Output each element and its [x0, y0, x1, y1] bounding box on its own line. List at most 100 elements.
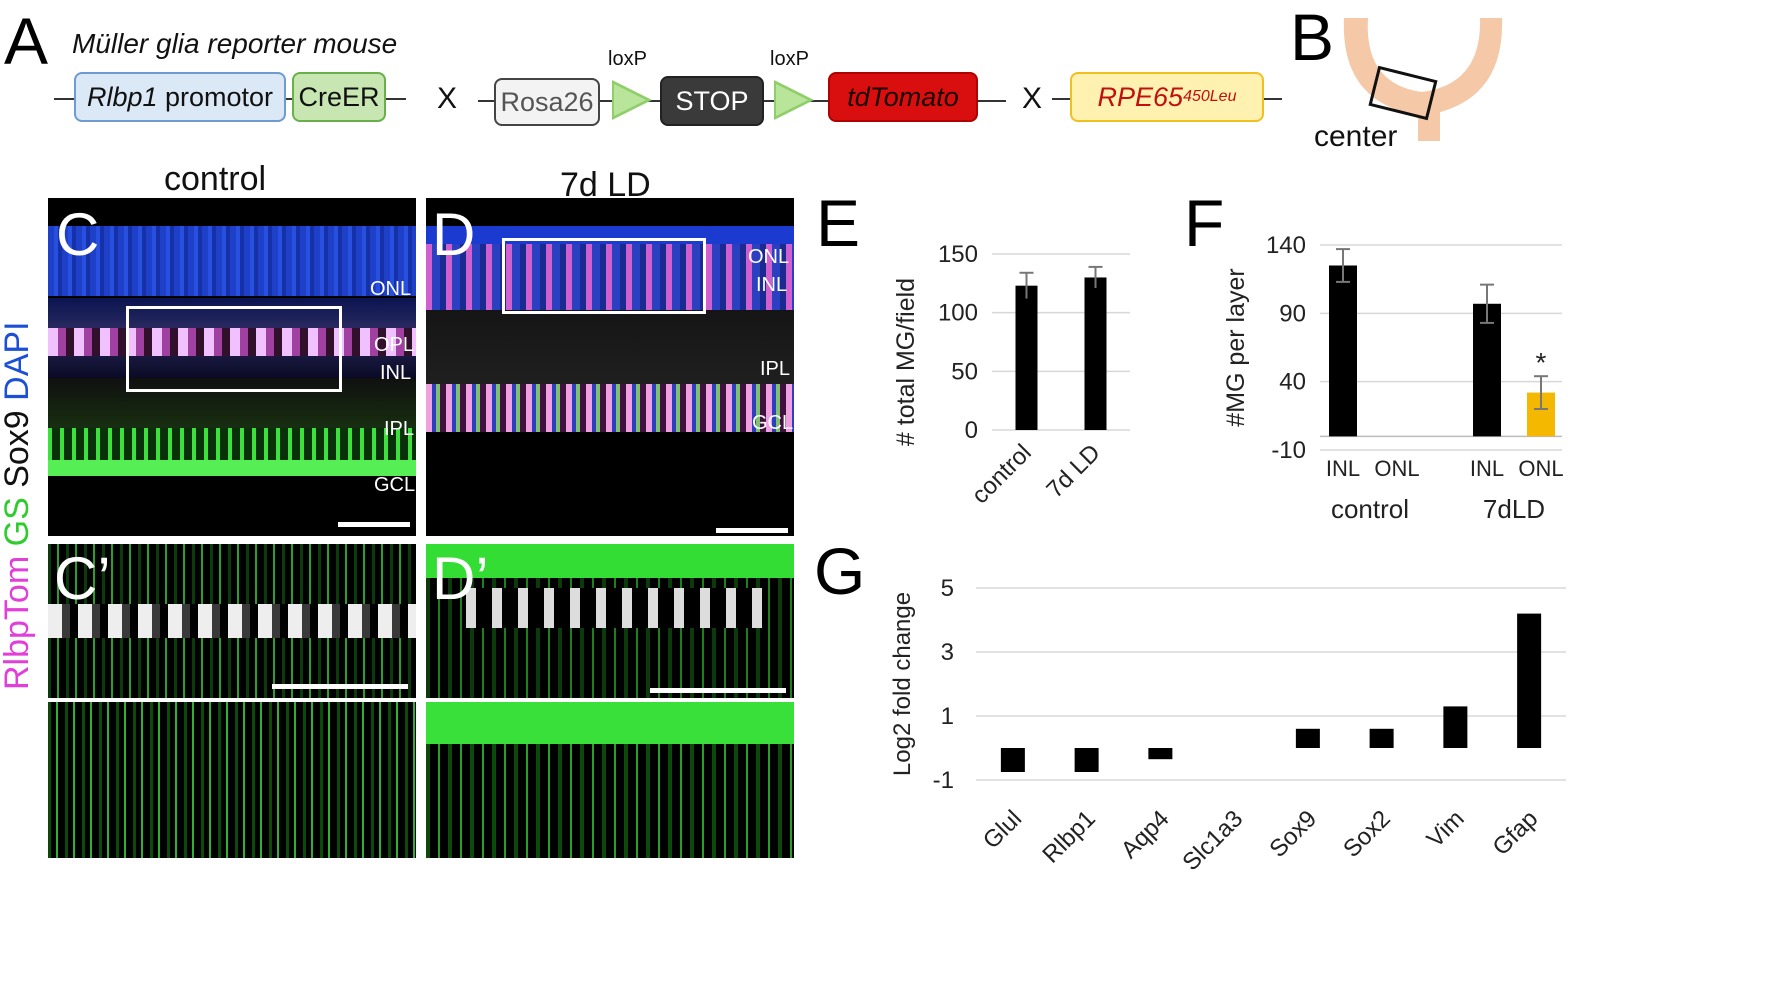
micrograph-d-prime-gs — [426, 702, 794, 858]
ytick-f-2: 90 — [1279, 300, 1306, 327]
panel-d-title: 7d LD — [560, 166, 651, 204]
stain-dapi: DAPI — [0, 321, 36, 401]
xtick-g-6: Vim — [1422, 805, 1470, 853]
stop-box: STOP — [660, 76, 764, 126]
ylabel-e: # total MG/field — [892, 278, 920, 446]
ytick-f-0: -10 — [1271, 437, 1306, 464]
zoom-box-c — [126, 306, 342, 392]
center-region-box — [1368, 65, 1438, 121]
layer-label-inl-d: INL — [756, 274, 788, 296]
panel-a-title: Müller glia reporter mouse — [72, 28, 398, 59]
layer-label-onl: ONL — [370, 278, 412, 300]
bar-e-1 — [1084, 277, 1107, 430]
panel-c-title: control — [164, 160, 267, 198]
bar-e-0 — [1015, 285, 1038, 430]
rlbp1-gene: Rlbp1 — [86, 81, 158, 112]
stain-rlbptom: RlbpTom — [0, 555, 36, 690]
ytick-f-1: 40 — [1279, 369, 1306, 396]
xtick-f-0-0: INL — [1326, 456, 1360, 481]
panel-g-letter: G — [814, 534, 866, 608]
rpe65-gene: RPE65 — [1097, 81, 1184, 112]
chart-e: 0 50 100 150 control 7d LD # total MG/field — [892, 241, 1130, 509]
sox9-nuclei-zoom — [48, 604, 416, 638]
ytick-g-0: -1 — [933, 767, 954, 794]
bar-f-1-0 — [1473, 303, 1501, 437]
center-label: center — [1314, 120, 1398, 153]
tdtomato-box: tdTomato — [828, 72, 978, 122]
creer-box: CreER — [292, 72, 386, 122]
xtick-g-0: Glul — [978, 805, 1027, 854]
xtick-f-1-1: ONL — [1518, 456, 1563, 481]
chart-g: -1 1 3 5 Glul Rlbp1 Aqp4 Slc1a3 Sox9 Sox2 Vim Gfap L… — [889, 575, 1566, 870]
scalebar-d-prime — [650, 688, 786, 693]
bar-g-5 — [1369, 728, 1394, 748]
retina-schematic — [1343, 18, 1503, 141]
bar-f-0-0 — [1329, 265, 1357, 437]
onl-thin-layer — [426, 226, 794, 246]
stain-gs: GS — [0, 497, 36, 547]
bar-g-7 — [1517, 613, 1542, 748]
promotor-word: promotor — [157, 81, 274, 112]
bar-g-4 — [1295, 728, 1320, 748]
panel-f-letter: F — [1184, 186, 1225, 260]
stain-sox9: Sox9 — [0, 410, 36, 488]
group-label-f-0: control — [1331, 494, 1409, 524]
layer-label-gcl: GCL — [374, 474, 416, 496]
xtick-g-1: Rlbp1 — [1037, 805, 1100, 868]
scalebar-c-prime — [272, 684, 408, 689]
sox9-nuclei-zoom-d — [466, 588, 766, 628]
xtick-g-2: Aqp4 — [1116, 805, 1175, 864]
layer-label-onl-d: ONL — [748, 246, 790, 268]
micrograph-c: ONL OPL INL IPL GCL C — [48, 198, 416, 536]
micrograph-d: ONL INL IPL GCL D — [426, 198, 794, 536]
panel-c-prime-letter: C’ — [54, 545, 111, 612]
xtick-g-7: Gfap — [1487, 805, 1543, 861]
ytick-g-3: 5 — [941, 575, 954, 602]
zoom-box-d — [502, 238, 706, 314]
loxp-label-1: loxP — [608, 48, 647, 70]
ylabel-f: #MG per layer — [1222, 268, 1250, 426]
sox9-nuclei-row — [48, 328, 416, 356]
xtick-e-0: control — [967, 439, 1037, 509]
significance-star-f: * — [1536, 347, 1547, 378]
micrograph-d-prime-merged: D’ — [426, 544, 794, 698]
gcl-layer-d — [426, 384, 794, 432]
xtick-g-3: Slc1a3 — [1177, 805, 1248, 870]
rlbp1-promotor-box: Rlbp1 promotor — [74, 72, 286, 122]
ipl-layer-d — [426, 310, 794, 390]
xtick-e-1: 7d LD — [1041, 439, 1105, 503]
ytick-g-1: 1 — [941, 703, 954, 730]
bar-g-2 — [1148, 748, 1173, 760]
micrograph-c-prime-merged: C’ — [48, 544, 416, 698]
loxp-label-2: loxP — [770, 48, 809, 70]
ytick-e-3: 150 — [938, 241, 978, 268]
cross-symbol-1: X — [437, 82, 458, 115]
layer-label-inl: INL — [380, 362, 412, 384]
panel-c-letter: C — [56, 201, 100, 268]
loxp-triangle-2 — [774, 80, 814, 120]
xtick-g-4: Sox9 — [1264, 805, 1322, 863]
retina-cup-shape — [1343, 18, 1503, 116]
rpe65-allele: 450Leu — [1183, 88, 1237, 105]
panel-d-prime-letter: D’ — [432, 545, 489, 612]
scalebar-c — [338, 522, 410, 527]
scalebar-d — [716, 528, 788, 533]
xtick-f-0-1: ONL — [1374, 456, 1419, 481]
chart-f: -10 40 90 140 INL ONL control INL ONL 7dLD * #MG pe… — [1222, 232, 1564, 524]
onl-inl-merged — [426, 244, 794, 310]
panel-e-letter: E — [816, 186, 861, 260]
layer-label-gcl-d: GCL — [752, 412, 794, 434]
bar-g-0 — [1000, 748, 1025, 772]
layer-label-ipl-d: IPL — [760, 358, 791, 380]
xtick-g-5: Sox2 — [1338, 805, 1396, 863]
loxp-triangle-1 — [612, 80, 652, 120]
panel-d-letter: D — [432, 201, 476, 268]
gcl-layer — [48, 460, 416, 476]
bar-g-6 — [1443, 706, 1468, 748]
ytick-g-2: 3 — [941, 639, 954, 666]
layer-label-ipl: IPL — [384, 418, 415, 440]
cross-symbol-2: X — [1022, 82, 1043, 115]
layer-label-opl: OPL — [374, 334, 415, 356]
ylabel-g: Log2 fold change — [889, 592, 916, 776]
rosa26-box: Rosa26 — [494, 78, 600, 126]
